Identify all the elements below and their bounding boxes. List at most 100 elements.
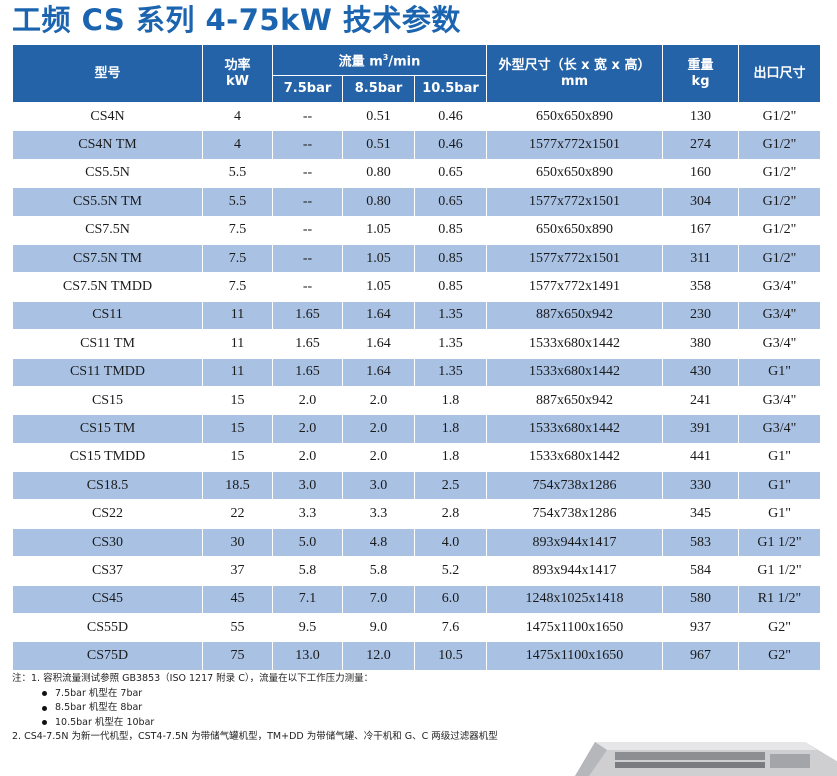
cell-model: CS11: [12, 300, 203, 331]
cell-weight: 380: [662, 329, 740, 359]
cell-flow-8-5bar: 0.80: [342, 187, 415, 217]
table-row: CS7.5N TM 7.5 -- 1.05 0.85 1577x772x1501 311 G1…: [12, 243, 822, 274]
cell-outlet: G3/4": [738, 272, 822, 302]
cell-flow-7-5bar: 7.1: [272, 584, 343, 615]
cell-flow-10-5bar: 4.0: [413, 527, 488, 558]
cell-model: CS15 TM: [12, 414, 203, 444]
cell-flow-8-5bar: 2.0: [342, 442, 415, 473]
cell-flow-7-5bar: 13.0: [272, 641, 343, 671]
header-flow-8-5bar: 8.5bar: [342, 75, 415, 103]
cell-power: 4: [202, 101, 273, 132]
cell-model: CS18.5: [12, 471, 203, 501]
cell-weight: 274: [662, 130, 740, 160]
cell-flow-10-5bar: 0.46: [413, 130, 488, 160]
spec-table: 型号 功率 kW 流量 m3/min 外型尺寸（长 x 宽 x 高） mm 重量…: [12, 44, 822, 671]
bullet-dot-icon: [42, 705, 47, 711]
cell-model: CS75D: [12, 641, 203, 671]
cell-outlet: G3/4": [738, 329, 822, 359]
cell-power: 4: [202, 130, 273, 160]
table-row: CS55D 55 9.5 9.0 7.6 1475x1100x1650 937 G2": [12, 613, 822, 643]
note-bullet: 8.5bar 机型在 8bar: [12, 701, 572, 716]
cell-flow-8-5bar: 7.0: [342, 584, 415, 615]
cell-dimensions: 650x650x890: [486, 158, 664, 189]
cell-dimensions: 1533x680x1442: [486, 329, 664, 359]
cell-power: 18.5: [202, 471, 273, 501]
cell-outlet: G1/2": [738, 215, 822, 245]
cell-power: 7.5: [202, 243, 273, 274]
cell-model: CS30: [12, 527, 203, 558]
cell-outlet: G1": [738, 471, 822, 501]
cell-flow-7-5bar: 9.5: [272, 613, 343, 643]
header-flow-7-5bar: 7.5bar: [272, 75, 343, 103]
cell-flow-10-5bar: 6.0: [413, 584, 488, 615]
cell-power: 30: [202, 527, 273, 558]
bullet-dot-icon: [42, 720, 47, 726]
cell-model: CS11 TMDD: [12, 357, 203, 387]
cell-flow-10-5bar: 10.5: [413, 641, 488, 671]
table-body: CS4N 4 -- 0.51 0.46 650x650x890 130 G1/2" CS4N T…: [12, 101, 822, 671]
cell-flow-8-5bar: 1.64: [342, 357, 415, 387]
cell-dimensions: 1577x772x1501: [486, 187, 664, 217]
cell-flow-8-5bar: 0.80: [342, 158, 415, 189]
header-model: 型号: [12, 44, 203, 103]
header-power-unit: kW: [226, 73, 249, 89]
cell-power: 45: [202, 584, 273, 615]
cell-dimensions: 893x944x1417: [486, 527, 664, 558]
note-bullet-text: 10.5bar 机型在 10bar: [55, 716, 155, 728]
cell-outlet: G1/2": [738, 243, 822, 274]
cell-outlet: G1": [738, 357, 822, 387]
cell-flow-8-5bar: 0.51: [342, 101, 415, 132]
cell-model: CS7.5N: [12, 215, 203, 245]
table-row: CS45 45 7.1 7.0 6.0 1248x1025x1418 580 R1 1/2": [12, 584, 822, 615]
cell-flow-8-5bar: 9.0: [342, 613, 415, 643]
cell-weight: 130: [662, 101, 740, 132]
cell-dimensions: 1577x772x1501: [486, 130, 664, 160]
cell-model: CS15: [12, 385, 203, 416]
cell-flow-8-5bar: 3.0: [342, 471, 415, 501]
cell-dimensions: 754x738x1286: [486, 471, 664, 501]
table-row: CS18.5 18.5 3.0 3.0 2.5 754x738x1286 330 G1": [12, 471, 822, 501]
header-weight-label: 重量: [687, 57, 714, 73]
cell-flow-10-5bar: 0.65: [413, 187, 488, 217]
header-weight: 重量 kg: [662, 44, 740, 103]
cell-flow-7-5bar: 2.0: [272, 414, 343, 444]
cell-weight: 330: [662, 471, 740, 501]
cell-outlet: G3/4": [738, 300, 822, 331]
header-dimensions-unit: mm: [560, 73, 589, 89]
cell-model: CS7.5N TM: [12, 243, 203, 274]
cell-flow-10-5bar: 0.85: [413, 243, 488, 274]
cell-dimensions: 1533x680x1442: [486, 357, 664, 387]
cell-outlet: R1 1/2": [738, 584, 822, 615]
cell-weight: 937: [662, 613, 740, 643]
cell-power: 22: [202, 499, 273, 529]
cell-weight: 391: [662, 414, 740, 444]
cell-flow-10-5bar: 5.2: [413, 556, 488, 586]
table-row: CS22 22 3.3 3.3 2.8 754x738x1286 345 G1": [12, 499, 822, 529]
cell-weight: 160: [662, 158, 740, 189]
cell-flow-8-5bar: 3.3: [342, 499, 415, 529]
cell-flow-7-5bar: --: [272, 130, 343, 160]
cell-outlet: G1/2": [738, 130, 822, 160]
header-flow-label: 流量 m: [338, 54, 383, 70]
cell-flow-8-5bar: 2.0: [342, 385, 415, 416]
cell-outlet: G1 1/2": [738, 527, 822, 558]
cell-power: 11: [202, 357, 273, 387]
cell-power: 11: [202, 329, 273, 359]
cell-model: CS11 TM: [12, 329, 203, 359]
cell-model: CS37: [12, 556, 203, 586]
cell-power: 7.5: [202, 272, 273, 302]
cell-weight: 358: [662, 272, 740, 302]
cell-model: CS5.5N: [12, 158, 203, 189]
cell-flow-8-5bar: 2.0: [342, 414, 415, 444]
cell-flow-7-5bar: 1.65: [272, 300, 343, 331]
cell-flow-10-5bar: 1.35: [413, 300, 488, 331]
table-row: CS15 15 2.0 2.0 1.8 887x650x942 241 G3/4": [12, 385, 822, 416]
cell-flow-7-5bar: 5.8: [272, 556, 343, 586]
cell-power: 15: [202, 385, 273, 416]
cell-weight: 167: [662, 215, 740, 245]
cell-outlet: G1/2": [738, 101, 822, 132]
header-flow-10-5bar: 10.5bar: [413, 75, 488, 103]
cell-dimensions: 1577x772x1491: [486, 272, 664, 302]
note-bullet: 7.5bar 机型在 7bar: [12, 687, 572, 702]
cell-dimensions: 1475x1100x1650: [486, 613, 664, 643]
